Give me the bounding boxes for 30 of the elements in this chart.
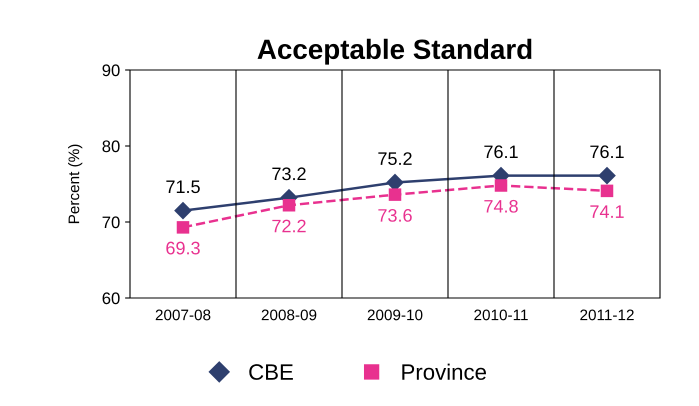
data-label: 71.5 xyxy=(166,180,200,194)
legend-label: Province xyxy=(402,364,486,380)
y-tick-label: 70 xyxy=(102,216,120,228)
point xyxy=(176,221,190,234)
y-tick-label: 60 xyxy=(102,292,120,304)
data-label: 75.2 xyxy=(378,152,412,166)
x-tick-label: 2009-10 xyxy=(368,310,422,320)
x-tick-label: 2008-09 xyxy=(262,310,316,320)
data-label: 74.1 xyxy=(590,205,624,218)
legend-label: CBE xyxy=(249,364,293,380)
chart-title: Acceptable Standard xyxy=(258,38,532,65)
x-tick-label: 2007-08 xyxy=(156,310,210,320)
point xyxy=(174,202,192,220)
data-label: 69.3 xyxy=(166,242,200,254)
data-label: 72.2 xyxy=(272,220,306,232)
data-label: 73.2 xyxy=(272,167,306,180)
point xyxy=(598,167,616,184)
data-label: 73.6 xyxy=(378,209,412,222)
x-tick-label: 2011-12 xyxy=(580,310,634,320)
y-tick-label: 90 xyxy=(102,64,120,76)
data-label: 74.8 xyxy=(484,200,518,213)
x-tick-label: 2010-11 xyxy=(474,310,528,320)
point xyxy=(494,179,508,192)
point xyxy=(282,199,296,212)
data-label: 76.1 xyxy=(484,145,518,158)
y-tick-label: 80 xyxy=(102,140,120,152)
y-axis-title: Percent (%) xyxy=(68,144,82,224)
point xyxy=(388,188,402,201)
data-label: 76.1 xyxy=(590,145,624,158)
point xyxy=(600,184,614,198)
